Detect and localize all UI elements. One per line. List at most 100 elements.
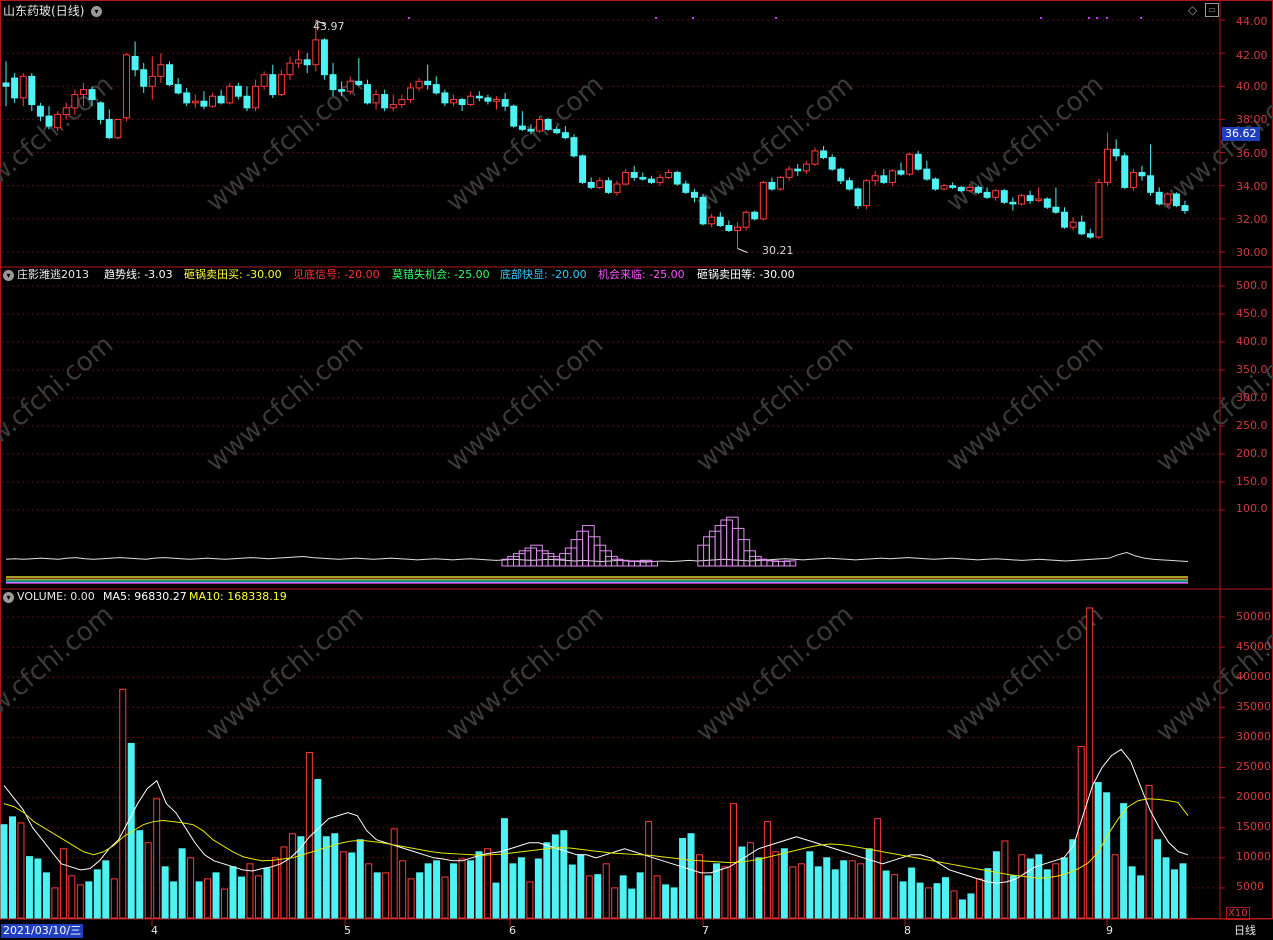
volume-bar-down <box>908 867 916 919</box>
volume-bar-down <box>1179 863 1187 919</box>
candle-down <box>381 94 389 109</box>
candle-up <box>114 118 122 139</box>
volume-bar-down <box>992 851 1000 919</box>
volume-bar-down <box>492 882 500 919</box>
volume-bar-down <box>348 852 356 919</box>
volume-bar-up <box>1145 785 1153 919</box>
volume-bar-down <box>1154 839 1162 919</box>
watermark: www.cfchi.com <box>441 600 610 748</box>
volume-bar-up <box>68 875 76 919</box>
volume-bar-up <box>204 878 212 919</box>
watermark: www.cfchi.com <box>691 600 860 748</box>
volume-bar-up <box>59 848 67 919</box>
volume-bar-down <box>433 860 441 919</box>
volume-bar-down <box>679 838 687 919</box>
candle-down <box>716 216 724 226</box>
volume-bar-up <box>221 888 229 919</box>
candle-up <box>54 113 62 129</box>
candle-up <box>665 171 673 178</box>
indicator-trend-line: 趋势线: -3.03 <box>104 268 173 281</box>
chevron-down-icon[interactable]: ▾ <box>3 592 14 603</box>
candle-up <box>536 118 544 132</box>
candle-down <box>1172 193 1180 207</box>
candle-up <box>389 104 397 109</box>
candle-down <box>983 191 991 198</box>
restore-icon[interactable]: ▭ <box>1205 3 1219 17</box>
candle-down <box>1026 195 1034 202</box>
chevron-down-icon[interactable]: ▾ <box>3 270 14 281</box>
indicator-histogram <box>501 516 797 567</box>
candle-up <box>992 190 1000 198</box>
ma10-line <box>3 798 1189 879</box>
volume-bar-up <box>17 822 25 919</box>
indicator-bottom-signal: 见底信号: -20.00 <box>293 268 380 281</box>
candle-down <box>914 153 922 170</box>
candle-down <box>97 102 105 120</box>
candle-down <box>845 180 853 190</box>
watermark: www.cfchi.com <box>201 330 370 478</box>
candle-down <box>1138 171 1146 177</box>
volume-bar-up <box>246 863 254 919</box>
candle-up <box>122 54 130 119</box>
candle-down <box>131 55 139 71</box>
volume-bar-down <box>933 883 941 919</box>
volume-bar-up <box>483 848 491 919</box>
price-axis-label: 32.00 <box>1236 213 1268 226</box>
watermark: www.cfchi.com <box>691 330 860 478</box>
stock-title: 山东药玻(日线) <box>3 4 84 18</box>
candle-up <box>450 99 458 104</box>
candle-down <box>1086 233 1094 238</box>
volume-axis-label: 50000 <box>1236 610 1271 623</box>
chevron-down-icon[interactable]: ▾ <box>91 6 102 17</box>
candle-down <box>1155 191 1163 205</box>
candle-down <box>897 170 905 175</box>
volume-bar-up <box>441 876 449 919</box>
volume-bar-down <box>1120 803 1128 919</box>
volume-bar-up <box>153 798 161 919</box>
axis-ticks <box>151 19 1225 926</box>
candle-down <box>931 178 939 190</box>
volume-bar-down <box>594 874 602 919</box>
price-axis-label: 36.00 <box>1236 147 1268 160</box>
period-button[interactable]: 日线 <box>1234 924 1256 937</box>
volume-bar-up <box>1001 840 1009 919</box>
indicator-axis-label: 150.0 <box>1236 475 1268 488</box>
volume-bar-down <box>865 848 873 919</box>
volume-bar-up <box>271 857 279 919</box>
candle-down <box>828 157 836 170</box>
watermark: www.cfchi.com <box>691 70 860 218</box>
volume-bar-down <box>500 818 508 919</box>
signal-dot <box>1096 17 1098 19</box>
candle-down <box>424 80 432 86</box>
volume-bar-down <box>568 864 576 919</box>
candle-down <box>974 186 982 193</box>
volume-bar-down <box>1094 782 1102 919</box>
candle-up <box>1129 171 1137 188</box>
signal-dot <box>408 17 410 19</box>
candle-down <box>544 118 552 130</box>
watermark: www.cfchi.com <box>941 600 1110 748</box>
volume-bar-down <box>373 872 381 919</box>
candle-down <box>699 196 707 225</box>
candle-down <box>329 74 337 91</box>
volume-bar-up <box>458 858 466 919</box>
candle-up <box>71 94 79 109</box>
candle-up <box>191 100 199 104</box>
indicator-series <box>5 516 1189 584</box>
volume-bar-up <box>746 842 754 919</box>
volume-bar-down <box>712 863 720 919</box>
volume-bar-down <box>755 857 763 919</box>
volume-bar-down <box>1103 792 1111 919</box>
low-price-label: 30.21 <box>762 244 794 257</box>
candle-down <box>1078 221 1086 235</box>
candle-down <box>1121 155 1129 188</box>
diamond-icon[interactable]: ◇ <box>1188 3 1198 17</box>
date-cursor[interactable]: 2021/03/10/三 <box>1 924 84 938</box>
volume-bar-down <box>543 842 551 919</box>
volume-bar-up <box>772 851 780 919</box>
candle-down <box>553 128 561 134</box>
volume-bars <box>0 607 1189 919</box>
volume-bar-up <box>1052 863 1060 919</box>
